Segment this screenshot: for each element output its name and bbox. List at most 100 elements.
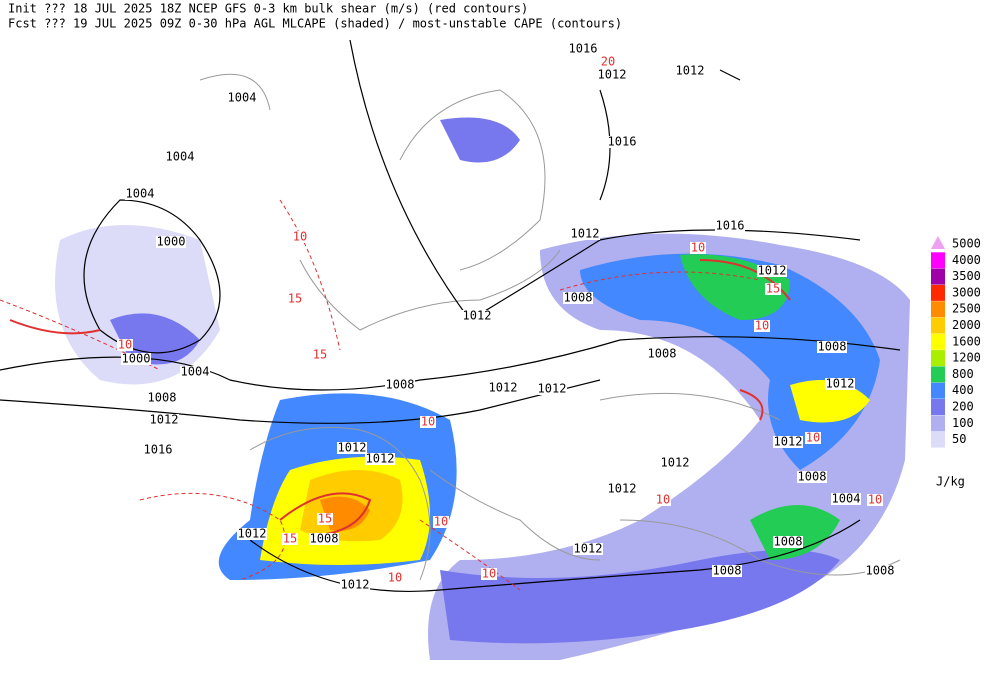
pressure-label: 1012 xyxy=(676,64,705,78)
shear-label-box xyxy=(317,513,333,525)
legend-label: 2000 xyxy=(952,318,981,332)
pressure-label-box xyxy=(675,65,705,77)
shear-label: 10 xyxy=(656,493,670,507)
shear-label: 15 xyxy=(313,348,327,362)
shear-label-box xyxy=(600,56,616,68)
pressure-label-box xyxy=(149,414,179,426)
legend-label: 1600 xyxy=(952,334,981,348)
pressure-label-box xyxy=(573,543,603,555)
shear-label-box xyxy=(312,349,328,361)
pressure-label-box xyxy=(237,528,267,540)
shear-label-box xyxy=(117,339,133,351)
shear-label: 10 xyxy=(691,241,705,255)
shear-label-box xyxy=(655,494,671,506)
shear-label-box xyxy=(867,494,883,506)
pressure-label-box xyxy=(365,453,395,465)
pressure-label: 1008 xyxy=(310,532,339,546)
cape-shading xyxy=(55,117,910,661)
pressure-label: 1004 xyxy=(166,150,195,164)
pressure-label: 1008 xyxy=(648,347,677,361)
pressure-label-box xyxy=(488,382,518,394)
pressure-label-box xyxy=(607,136,637,148)
pressure-label-box xyxy=(309,533,339,545)
pressure-label-box xyxy=(712,565,742,577)
pressure-label: 1004 xyxy=(832,492,861,506)
legend-swatch xyxy=(931,301,945,318)
coastlines xyxy=(199,73,901,581)
pressure-label-box xyxy=(865,565,895,577)
pressure-label: 1012 xyxy=(826,377,855,391)
pressure-label: 1008 xyxy=(564,291,593,305)
pressure-label-box xyxy=(563,292,593,304)
shear-label-box xyxy=(287,293,303,305)
pressure-label-box xyxy=(757,265,787,277)
pressure-label-box xyxy=(385,379,415,391)
shear-label: 10 xyxy=(421,415,435,429)
shear-label: 10 xyxy=(868,493,882,507)
pressure-label-box xyxy=(831,493,861,505)
shear-label-box xyxy=(282,533,298,545)
pressure-label-box xyxy=(773,436,803,448)
pressure-label: 1000 xyxy=(157,235,186,249)
pressure-label-box xyxy=(147,392,177,404)
legend-label: 50 xyxy=(952,432,966,446)
legend-label: 800 xyxy=(952,367,974,381)
pressure-label: 1012 xyxy=(463,309,492,323)
pressure-label: 1004 xyxy=(181,365,210,379)
pressure-label: 1008 xyxy=(386,378,415,392)
pressure-label-box xyxy=(121,353,151,365)
pressure-label: 1008 xyxy=(713,564,742,578)
pressure-label-box xyxy=(227,92,257,104)
pressure-label: 1012 xyxy=(341,578,370,592)
legend-swatch xyxy=(931,333,945,350)
pressure-label-box xyxy=(180,366,210,378)
pressure-label: 1012 xyxy=(571,227,600,241)
legend-swatch xyxy=(931,268,945,285)
pressure-label-box xyxy=(797,471,827,483)
pressure-label: 1008 xyxy=(798,470,827,484)
shear-label-box xyxy=(481,568,497,580)
pressure-label-box xyxy=(660,457,690,469)
pressure-label: 1000 xyxy=(122,352,151,366)
pressure-label-box xyxy=(817,341,847,353)
legend-label: 1200 xyxy=(952,351,981,365)
legend-label: 3000 xyxy=(952,285,981,299)
shear-label-box xyxy=(690,242,706,254)
pressure-label: 1012 xyxy=(574,542,603,556)
pressure-label: 1008 xyxy=(148,391,177,405)
legend-swatch xyxy=(931,431,945,448)
shear-label-box xyxy=(765,283,781,295)
pressure-label: 1012 xyxy=(608,482,637,496)
pressure-label: 1012 xyxy=(758,264,787,278)
pressure-label-box xyxy=(773,536,803,548)
pressure-label: 1012 xyxy=(338,441,367,455)
pressure-label-box xyxy=(607,483,637,495)
pressure-label-box xyxy=(570,228,600,240)
pressure-label-box xyxy=(825,378,855,390)
shear-label: 10 xyxy=(293,230,307,244)
pressure-label: 1008 xyxy=(774,535,803,549)
shear-label: 20 xyxy=(601,55,615,69)
legend-swatch xyxy=(931,284,945,301)
legend-swatch xyxy=(931,366,945,383)
pressure-label-box xyxy=(340,579,370,591)
legend-unit: J/kg xyxy=(936,475,965,489)
header-line: Fcst ??? 19 JUL 2025 09Z 0-30 hPa AGL ML… xyxy=(8,17,622,31)
shear-label: 15 xyxy=(288,292,302,306)
pressure-label: 1016 xyxy=(716,219,745,233)
pressure-label-box xyxy=(462,310,492,322)
pressure-label: 1012 xyxy=(661,456,690,470)
pressure-label-box xyxy=(156,236,186,248)
shear-label: 10 xyxy=(388,571,402,585)
legend-label: 5000 xyxy=(952,237,981,251)
pressure-label-box xyxy=(597,69,627,81)
legend-label: 100 xyxy=(952,416,974,430)
legend-swatch xyxy=(931,236,945,249)
pressure-label: 1012 xyxy=(538,382,567,396)
legend-swatch xyxy=(931,252,945,269)
shear-label: 15 xyxy=(766,282,780,296)
legend-label: 2500 xyxy=(952,302,981,316)
legend-swatch xyxy=(931,382,945,399)
pressure-label: 1004 xyxy=(228,91,257,105)
